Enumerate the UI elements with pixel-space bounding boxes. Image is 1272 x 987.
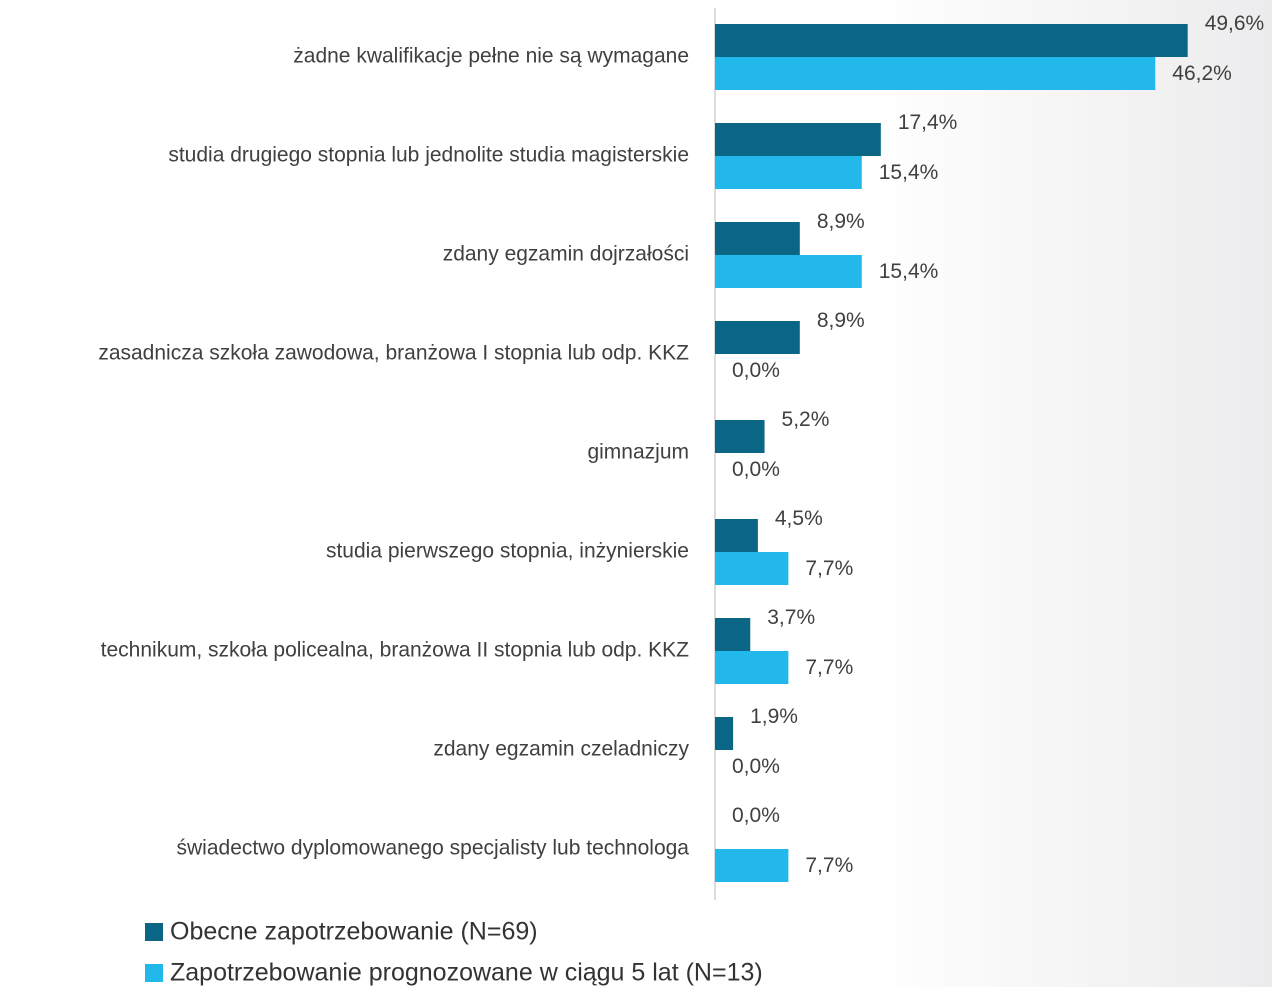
legend-label: Zapotrzebowanie prognozowane w ciągu 5 l… (170, 959, 763, 987)
bar (715, 57, 1156, 90)
value-label: 15,4% (879, 161, 939, 184)
value-label: 8,9% (817, 309, 865, 332)
value-label: 5,2% (782, 408, 830, 431)
bar (715, 24, 1188, 57)
value-label: 3,7% (767, 606, 815, 629)
background (865, 0, 1272, 987)
bar (715, 519, 758, 552)
value-label: 0,0% (732, 359, 780, 382)
legend-swatch (145, 964, 163, 982)
bar (715, 255, 862, 288)
category-label: żadne kwalifikacje pełne nie są wymagane (293, 45, 689, 68)
bar (715, 552, 789, 585)
bar (715, 849, 789, 882)
value-label: 15,4% (879, 260, 939, 283)
value-label: 46,2% (1172, 62, 1232, 85)
value-label: 0,0% (732, 755, 780, 778)
bar (715, 651, 789, 684)
bar (715, 618, 751, 651)
bar (715, 321, 800, 354)
category-label: studia pierwszego stopnia, inżynierskie (326, 540, 689, 563)
category-label: studia drugiego stopnia lub jednolite st… (168, 144, 689, 167)
legend: Obecne zapotrzebowanie (N=69) Zapotrzebow… (145, 918, 763, 987)
value-label: 4,5% (775, 507, 823, 530)
category-label: zdany egzamin czeladniczy (433, 738, 689, 761)
value-label: 0,0% (732, 804, 780, 827)
bar (715, 156, 862, 189)
category-label: zasadnicza szkoła zawodowa, branżowa I s… (98, 342, 689, 365)
value-label: 1,9% (750, 705, 798, 728)
bar (715, 222, 800, 255)
category-label: świadectwo dyplomowanego specjalisty lub… (177, 837, 690, 860)
value-label: 8,9% (817, 210, 865, 233)
value-label: 17,4% (898, 111, 958, 134)
bar (715, 420, 765, 453)
legend-label: Obecne zapotrzebowanie (N=69) (170, 918, 538, 946)
value-label: 7,7% (805, 854, 853, 877)
category-label: zdany egzamin dojrzałości (443, 243, 689, 266)
value-label: 49,6% (1205, 12, 1265, 35)
value-label: 7,7% (805, 557, 853, 580)
legend-swatch (145, 923, 163, 941)
value-label: 0,0% (732, 458, 780, 481)
bar (715, 123, 881, 156)
value-label: 7,7% (805, 656, 853, 679)
category-label: technikum, szkoła policealna, branżowa I… (101, 639, 690, 662)
bar (715, 717, 734, 750)
category-label: gimnazjum (587, 441, 689, 464)
